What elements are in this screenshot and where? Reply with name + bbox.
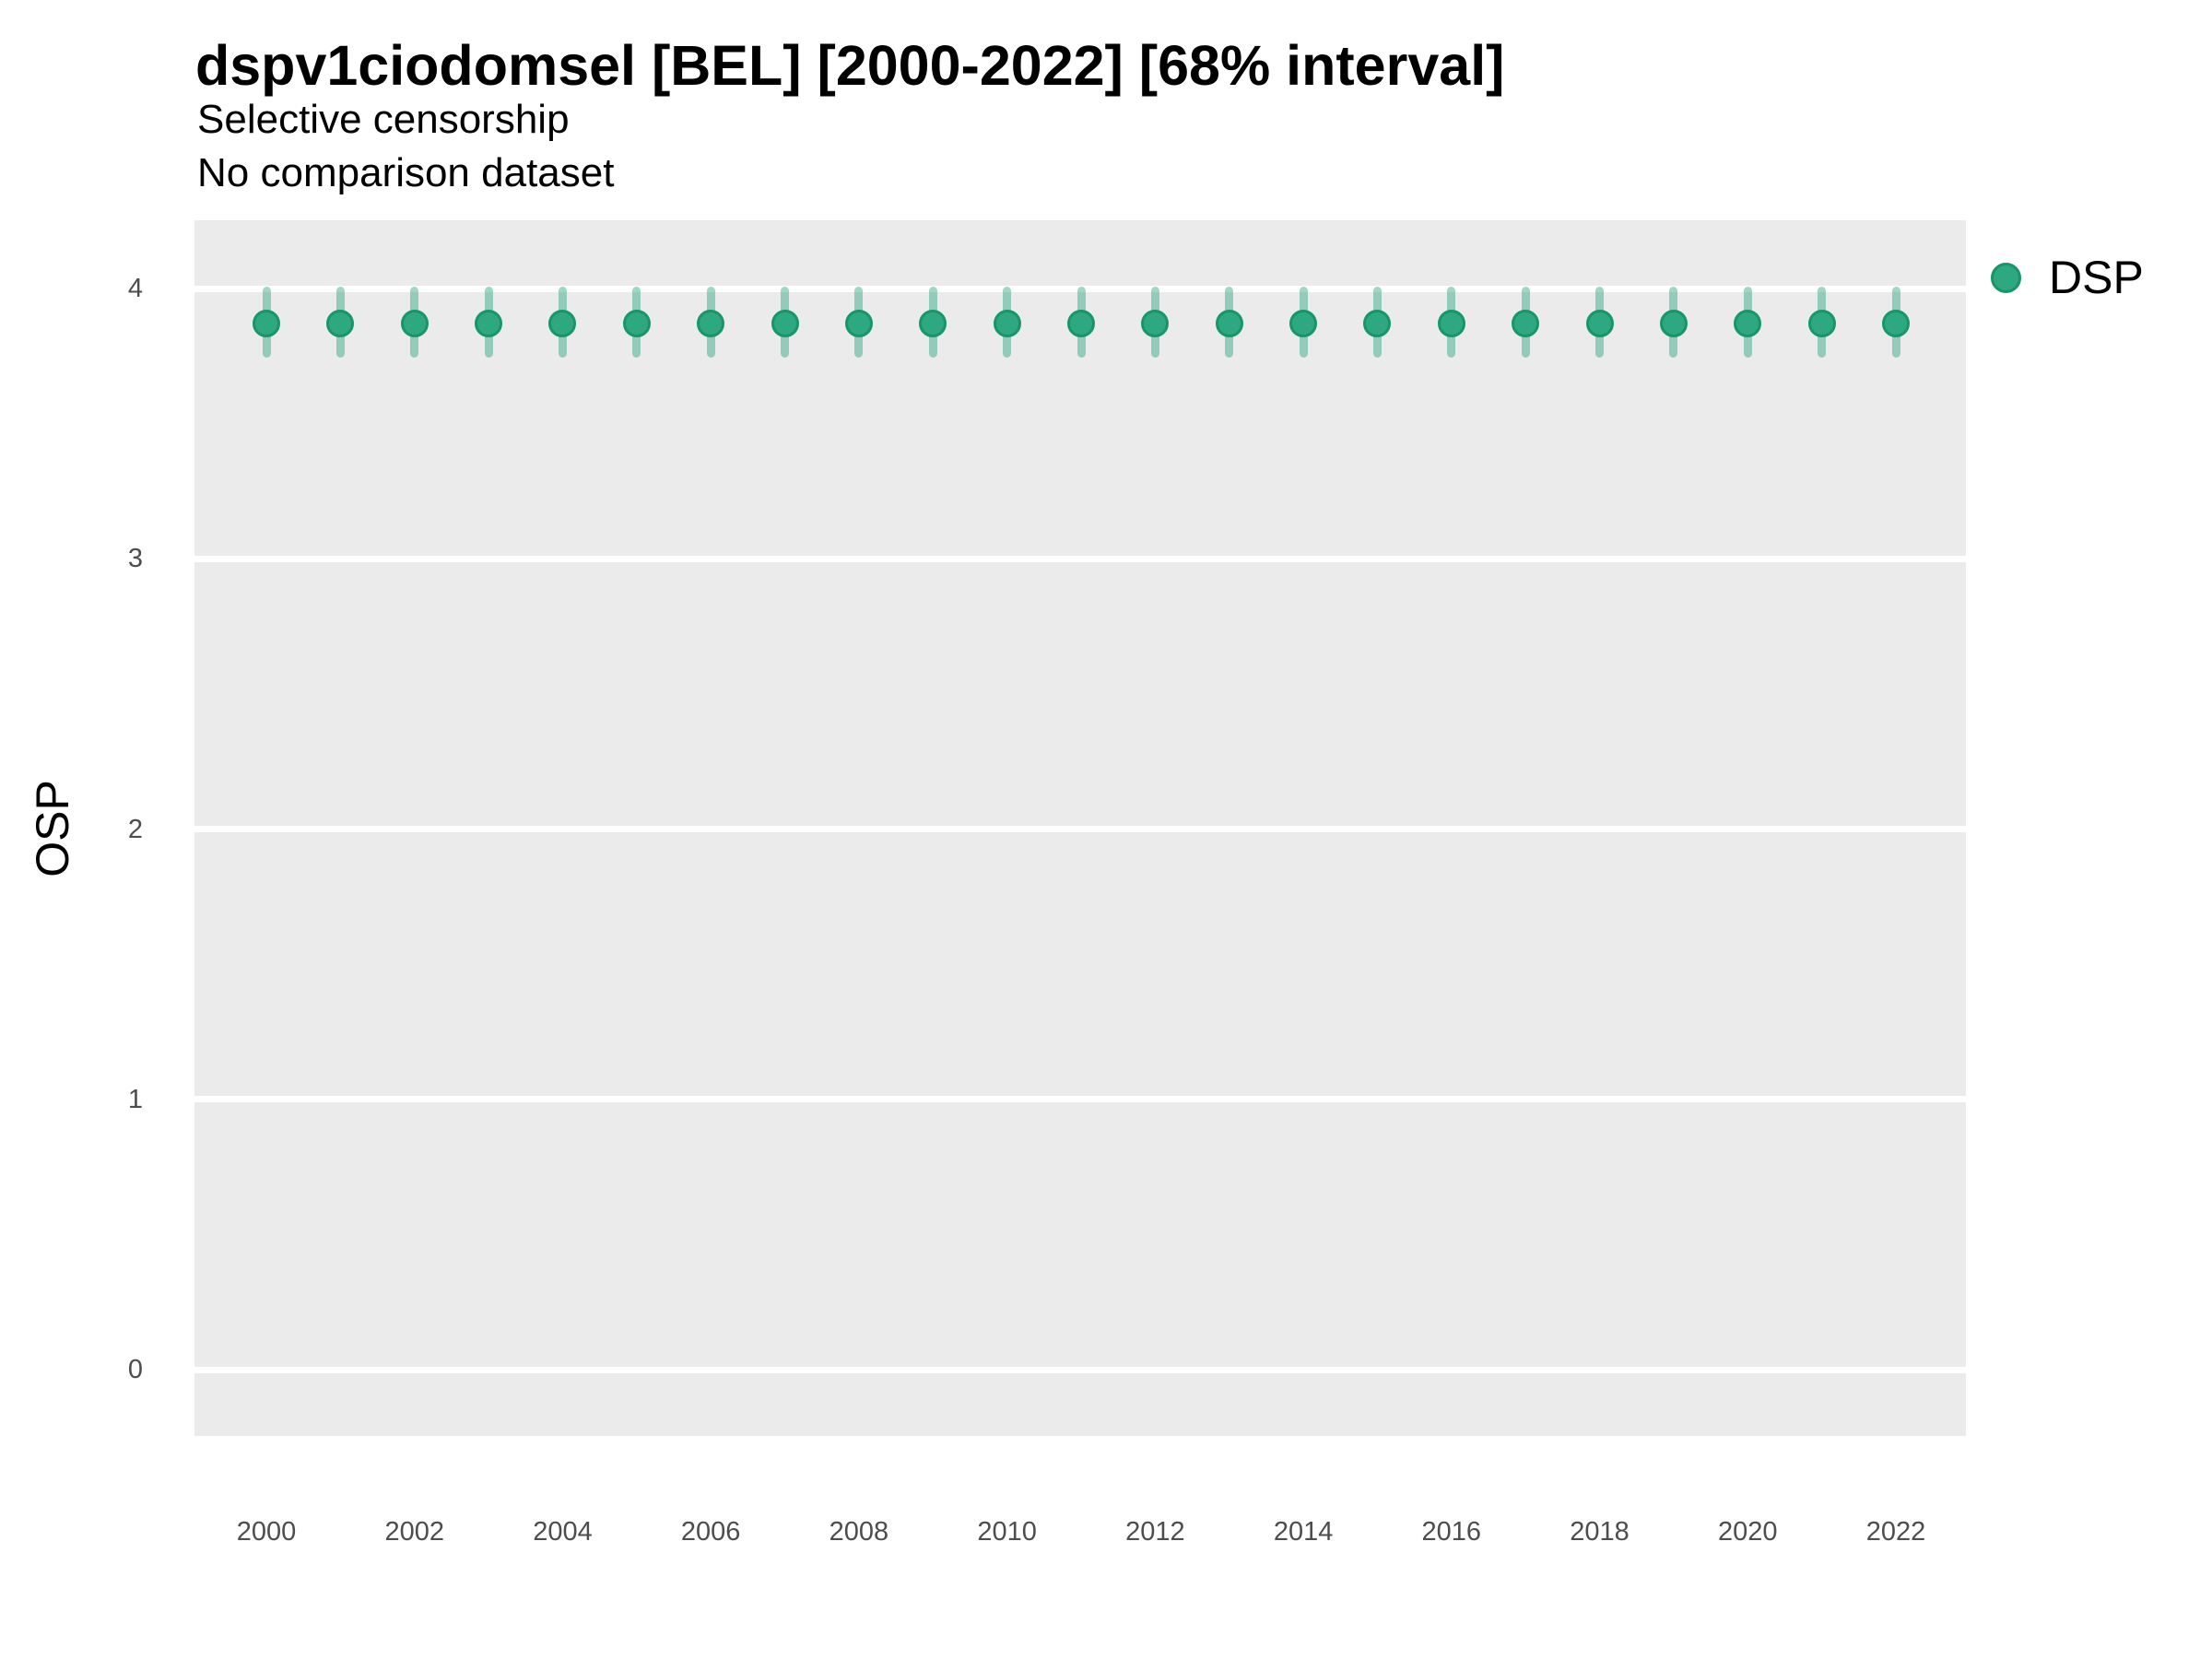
data-point-2013 (1215, 310, 1243, 338)
x-tick-label: 2002 (384, 1517, 444, 1547)
gridline-y-4 (194, 285, 1966, 292)
x-tick-label: 2020 (1718, 1517, 1778, 1547)
data-point-2017 (1512, 310, 1540, 338)
data-point-2010 (993, 310, 1021, 338)
data-point-2008 (844, 310, 873, 338)
data-point-2022 (1882, 310, 1910, 338)
gridline-y-3 (194, 555, 1966, 562)
data-point-2011 (1067, 310, 1095, 338)
x-tick-label: 2004 (533, 1517, 593, 1547)
x-tick-label: 2018 (1570, 1517, 1630, 1547)
x-tick-label: 2016 (1421, 1517, 1482, 1547)
chart-subtitle-line1: Selective censorship (197, 97, 570, 142)
data-point-2002 (400, 310, 429, 338)
data-point-2015 (1363, 310, 1392, 338)
data-point-2006 (697, 310, 725, 338)
x-tick-label: 2010 (977, 1517, 1037, 1547)
legend: DSP (1991, 254, 2144, 300)
data-point-2009 (919, 310, 947, 338)
data-point-2014 (1289, 310, 1318, 338)
plot-panel (194, 220, 1966, 1436)
data-point-2019 (1659, 310, 1688, 338)
y-tick-label: 3 (127, 544, 143, 574)
chart-title: dspv1ciodomsel [BEL] [2000-2022] [68% in… (195, 34, 1505, 97)
legend-label-dsp: DSP (2049, 252, 2144, 303)
data-point-2004 (548, 310, 577, 338)
x-tick-label: 2022 (1865, 1517, 1926, 1547)
x-tick-label: 2000 (236, 1517, 297, 1547)
data-point-2000 (253, 310, 280, 338)
legend-dsp-dot-icon (1991, 262, 2021, 293)
data-point-2018 (1585, 310, 1614, 338)
data-point-2003 (475, 310, 503, 338)
data-point-2016 (1437, 310, 1465, 338)
gridline-y-0 (194, 1366, 1966, 1373)
gridline-y-1 (194, 1096, 1966, 1103)
y-tick-label: 0 (127, 1355, 143, 1384)
x-tick-label: 2008 (829, 1517, 889, 1547)
data-point-2005 (622, 310, 651, 338)
x-tick-label: 2006 (680, 1517, 741, 1547)
chart-subtitle-line2: No comparison dataset (197, 150, 615, 195)
data-point-2007 (771, 310, 799, 338)
y-tick-label: 1 (127, 1084, 143, 1114)
data-point-2021 (1807, 310, 1836, 338)
data-point-2012 (1141, 310, 1170, 338)
data-point-2001 (326, 310, 355, 338)
x-tick-label: 2014 (1273, 1517, 1334, 1547)
data-point-2020 (1734, 310, 1762, 338)
x-tick-label: 2012 (1125, 1517, 1185, 1547)
y-tick-label: 2 (127, 814, 143, 844)
gridline-y-2 (194, 826, 1966, 832)
y-tick-label: 4 (127, 274, 143, 303)
